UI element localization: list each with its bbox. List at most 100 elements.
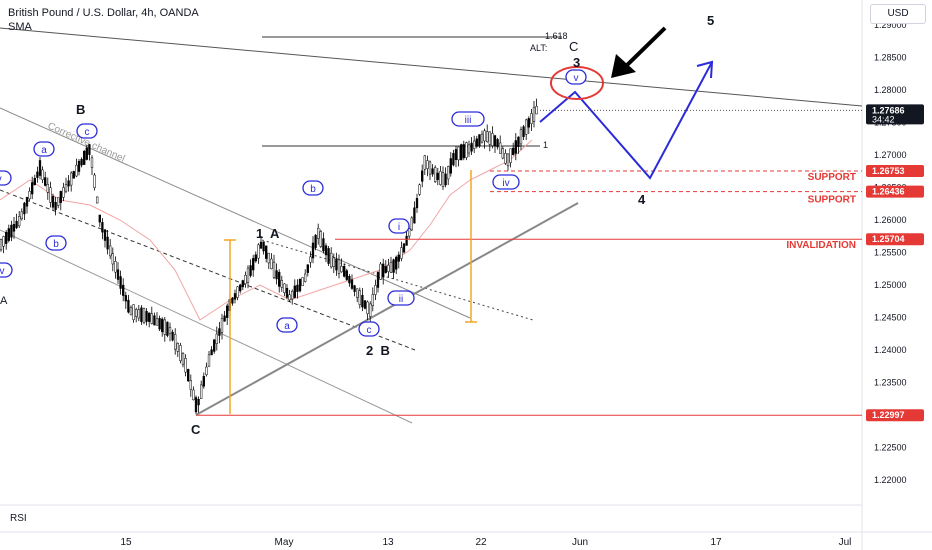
y-tick-label: 1.26000 bbox=[874, 215, 907, 225]
candle bbox=[288, 289, 291, 302]
candle bbox=[311, 236, 315, 264]
candle bbox=[158, 315, 161, 331]
a-b-dashed-line bbox=[261, 239, 534, 321]
candle bbox=[301, 277, 304, 287]
price-levels: SUPPORT SUPPORT INVALIDATION bbox=[196, 109, 862, 416]
candle bbox=[150, 306, 153, 325]
candle bbox=[166, 321, 169, 338]
candle bbox=[285, 284, 289, 300]
candle bbox=[457, 146, 460, 167]
candle bbox=[413, 201, 416, 224]
candle bbox=[322, 232, 325, 254]
indicator-label[interactable]: SMA bbox=[8, 21, 32, 33]
candle bbox=[101, 218, 104, 240]
fib-1-label: 1 bbox=[543, 140, 548, 150]
candle bbox=[265, 245, 268, 263]
x-tick-label: 13 bbox=[382, 537, 394, 548]
candle bbox=[436, 167, 439, 186]
candle bbox=[509, 148, 512, 168]
candle bbox=[517, 136, 520, 154]
candle bbox=[486, 124, 489, 143]
candle bbox=[272, 254, 276, 280]
x-tick-label: Jul bbox=[839, 537, 852, 548]
candle bbox=[452, 149, 455, 167]
x-tick-label: May bbox=[275, 537, 294, 548]
candle bbox=[337, 254, 341, 279]
candle bbox=[135, 307, 138, 323]
price-tag-value: 1.22997 bbox=[872, 410, 905, 420]
candle bbox=[148, 312, 151, 328]
candle bbox=[371, 287, 374, 312]
candle bbox=[155, 312, 159, 326]
candle bbox=[114, 256, 117, 279]
candle bbox=[223, 311, 226, 322]
svg-text:iii: iii bbox=[465, 115, 472, 126]
price-tag-value: 1.27686 bbox=[872, 105, 905, 115]
candle bbox=[480, 130, 484, 144]
svg-text:ii: ii bbox=[399, 294, 403, 305]
candle bbox=[470, 137, 473, 156]
candle bbox=[174, 328, 177, 355]
candle bbox=[379, 261, 382, 280]
candle bbox=[153, 312, 156, 326]
symbol-title[interactable]: British Pound / U.S. Dollar, 4h, OANDA bbox=[8, 7, 199, 19]
price-tag-value: 1.26436 bbox=[872, 187, 905, 197]
candle bbox=[18, 211, 21, 229]
candle bbox=[449, 152, 452, 177]
target-circle bbox=[550, 66, 604, 100]
candle bbox=[327, 245, 330, 266]
support-trendline bbox=[195, 202, 579, 416]
candle bbox=[85, 144, 88, 161]
candle bbox=[103, 228, 107, 248]
y-tick-label: 1.25000 bbox=[874, 280, 907, 290]
candle bbox=[514, 133, 517, 161]
candle bbox=[254, 251, 257, 263]
candle bbox=[25, 196, 29, 214]
y-tick-label: 1.28000 bbox=[874, 85, 907, 95]
candle bbox=[88, 144, 91, 161]
candle bbox=[210, 346, 213, 356]
candle bbox=[467, 140, 471, 157]
candle bbox=[83, 149, 86, 165]
candle bbox=[525, 118, 528, 141]
candle bbox=[239, 283, 242, 294]
y-tick-label: 1.25500 bbox=[874, 248, 907, 258]
candle bbox=[10, 220, 13, 242]
candle bbox=[49, 181, 52, 208]
candle bbox=[236, 286, 239, 301]
candle bbox=[389, 256, 393, 274]
wave-labels: B C 1 A 2 B 3 C 4 5 A 1.618 ALT: 1 bbox=[0, 13, 714, 437]
candle bbox=[363, 300, 367, 310]
candle bbox=[483, 128, 486, 149]
long-resistance-line bbox=[0, 27, 863, 107]
circled-wave-labels: cabivvbaciiiiiiivv bbox=[0, 69, 587, 337]
svg-text:v: v bbox=[0, 266, 5, 277]
candle bbox=[28, 187, 31, 201]
candle bbox=[231, 296, 234, 306]
wave-a-left-edge: A bbox=[0, 295, 8, 307]
candle bbox=[122, 278, 125, 302]
rsi-pane-label[interactable]: RSI bbox=[10, 513, 27, 524]
candle bbox=[51, 193, 55, 211]
candle bbox=[343, 263, 346, 278]
x-tick-label: 22 bbox=[475, 537, 487, 548]
wave-circle-iii: iii bbox=[451, 111, 485, 127]
wave-2-b: 2 B bbox=[366, 343, 390, 358]
fib-1618-label: 1.618 bbox=[545, 31, 568, 41]
wave-4: 4 bbox=[638, 192, 646, 207]
svg-text:c: c bbox=[367, 325, 372, 336]
candle bbox=[353, 284, 356, 297]
candle bbox=[402, 242, 406, 254]
candle bbox=[493, 134, 497, 154]
wave-circle-c: c bbox=[358, 321, 380, 337]
candle bbox=[519, 126, 523, 151]
candle bbox=[366, 300, 369, 320]
currency-button[interactable]: USD bbox=[870, 4, 926, 24]
x-axis: 15 May 13 22 Jun 17 Jul bbox=[120, 537, 851, 548]
candle bbox=[465, 141, 468, 161]
level-label: SUPPORT bbox=[808, 172, 856, 183]
candle bbox=[0, 238, 3, 252]
candle bbox=[410, 216, 413, 232]
candle bbox=[59, 190, 62, 211]
